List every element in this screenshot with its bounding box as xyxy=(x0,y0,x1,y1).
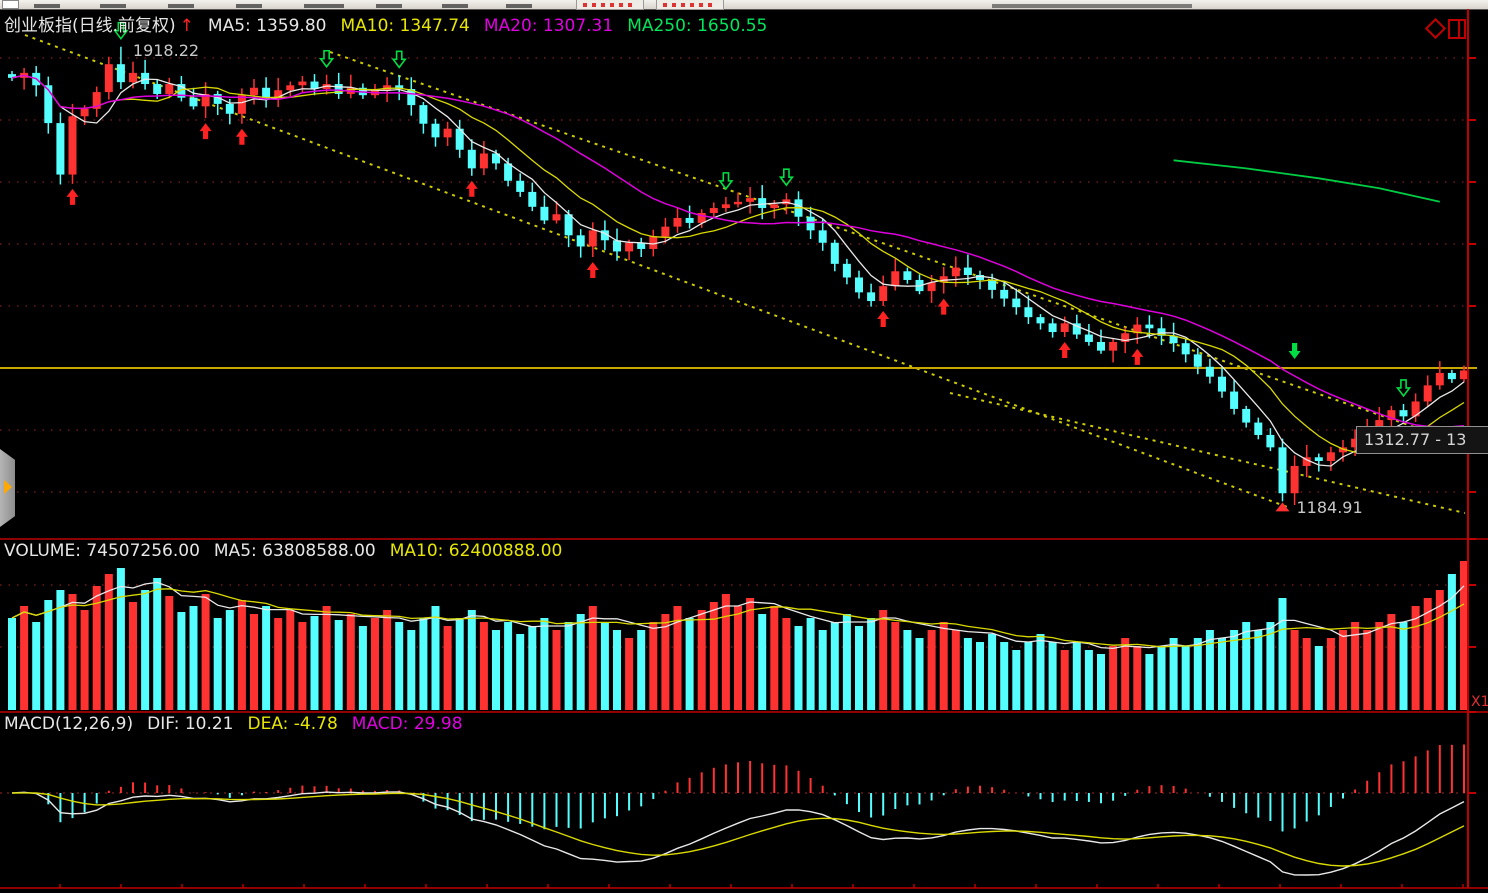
volume-ma10-value: MA10: 62400888.00 xyxy=(389,541,563,561)
dea-value: DEA: -4.78 xyxy=(247,714,338,734)
macd-value: MACD: 29.98 xyxy=(351,714,463,734)
menu-item[interactable] xyxy=(376,4,402,8)
ma10-value: MA10: 1347.74 xyxy=(340,16,470,36)
ma20-value: MA20: 1307.31 xyxy=(483,16,614,36)
toolbar-status-text xyxy=(992,4,1192,8)
menu-item[interactable] xyxy=(304,4,344,8)
expand-arrow-icon xyxy=(4,480,12,494)
security-title: 创业板指(日线.前复权) xyxy=(4,16,176,36)
split-screen-icon[interactable] xyxy=(1448,19,1466,39)
main-chart-header: 创业板指(日线.前复权) ↑ MA5: 1359.80 MA10: 1347.74 MA… xyxy=(4,11,781,36)
quote-box[interactable] xyxy=(576,0,644,10)
volume-value: VOLUME: 74507256.00 xyxy=(4,541,200,561)
dif-value: DIF: 10.21 xyxy=(147,714,234,734)
menu-item[interactable] xyxy=(100,4,126,8)
volume-header: VOLUME: 74507256.00 MA5: 63808588.00 MA10:… xyxy=(4,541,576,561)
line-range-tooltip: 1312.77 - 13 xyxy=(1356,426,1488,454)
sidebar-flyout-handle[interactable] xyxy=(0,449,15,527)
menu-item[interactable] xyxy=(442,4,468,8)
menu-item[interactable] xyxy=(34,4,60,8)
axis-multiplier: X1 xyxy=(1471,694,1488,710)
ma250-value: MA250: 1650.55 xyxy=(627,16,768,36)
up-arrow-icon: ↑ xyxy=(179,16,194,36)
menu-item[interactable] xyxy=(506,4,532,8)
quote-box[interactable] xyxy=(656,0,724,10)
volume-ma5-value: MA5: 63808588.00 xyxy=(213,541,376,561)
macd-header: MACD(12,26,9) DIF: 10.21 DEA: -4.78 MACD: 2… xyxy=(4,714,477,734)
macd-params: MACD(12,26,9) xyxy=(4,714,134,734)
high-price-label: 1918.22 xyxy=(132,40,200,60)
menu-item[interactable] xyxy=(236,4,262,8)
app-icon xyxy=(2,0,19,9)
ma5-value: MA5: 1359.80 xyxy=(207,16,327,36)
menu-bar[interactable] xyxy=(0,0,1488,10)
low-price-label: 1184.91 xyxy=(1296,498,1363,518)
menu-item[interactable] xyxy=(168,4,194,8)
